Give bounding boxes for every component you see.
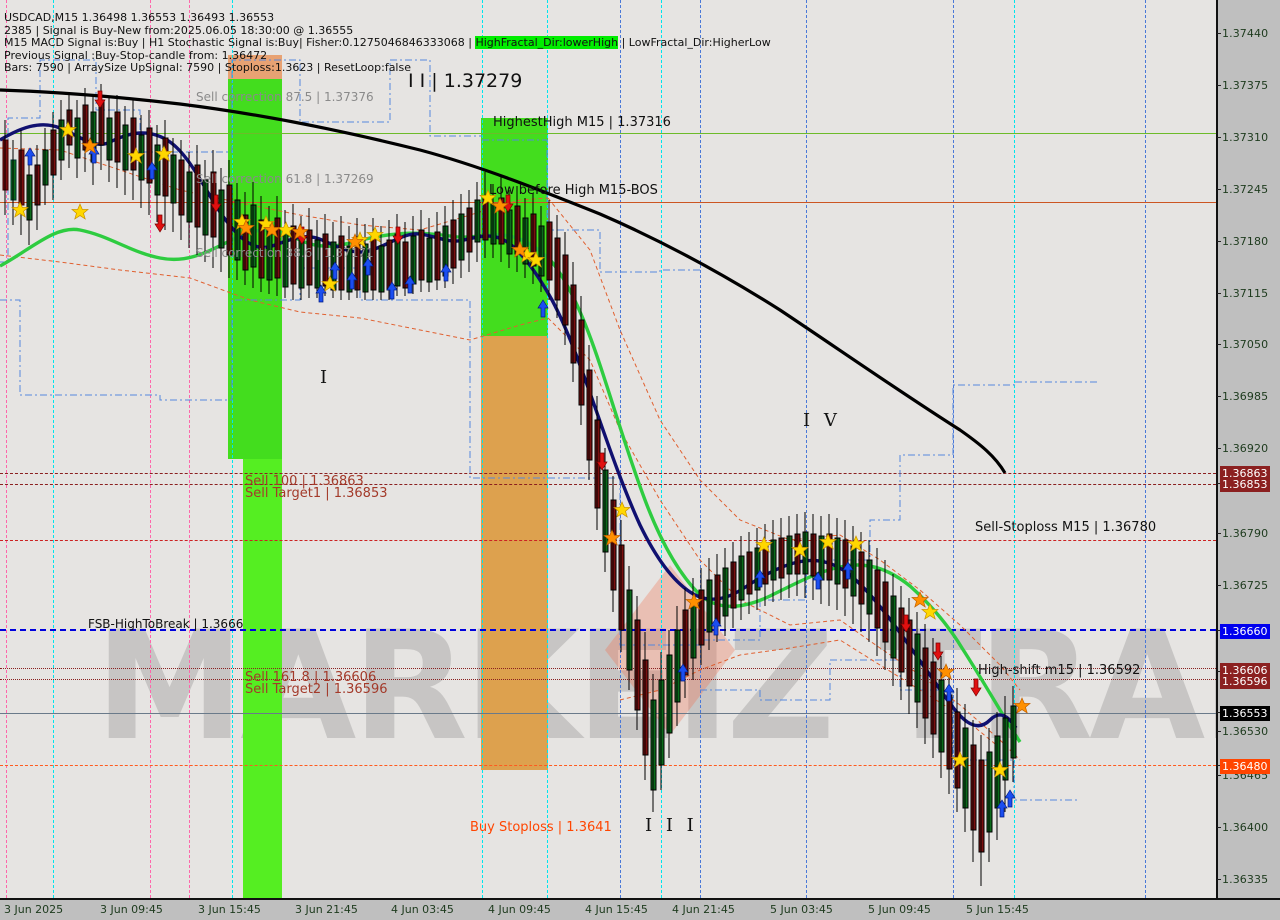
price-tick: 1.37050 bbox=[1216, 338, 1269, 351]
wave-marker-3: I I I bbox=[645, 815, 698, 836]
vline-13 bbox=[1014, 0, 1015, 898]
buy-stoploss-badge: 1.36480 bbox=[1220, 759, 1270, 774]
time-tick: 4 Jun 21:45 bbox=[672, 903, 735, 916]
highest-high-label: HighestHigh M15 | 1.37316 bbox=[493, 115, 671, 130]
price-axis[interactable]: 1.37440 1.37375 1.37310 1.37245 1.37180 1.371… bbox=[1216, 0, 1280, 898]
time-tick: 4 Jun 09:45 bbox=[488, 903, 551, 916]
sell-stoploss-label: Sell-Stoploss M15 | 1.36780 bbox=[975, 520, 1157, 535]
price-tick: 1.37440 bbox=[1216, 27, 1269, 40]
bid-line bbox=[0, 713, 1216, 714]
sell-1618-line bbox=[0, 668, 1216, 669]
buy-stoploss-label: Buy Stoploss | 1.3641 bbox=[470, 820, 612, 835]
previous-signal-line: Previous Signal :Buy-Stop-candle from: 1… bbox=[4, 48, 268, 62]
vline-14 bbox=[1145, 0, 1146, 898]
low-before-high-label: Low before High M15-BOS bbox=[489, 183, 658, 198]
second-wave-label: I I | 1.37279 bbox=[408, 70, 523, 92]
price-tick: 1.36985 bbox=[1216, 390, 1269, 403]
time-tick: 3 Jun 09:45 bbox=[100, 903, 163, 916]
price-tick: 1.36920 bbox=[1216, 442, 1269, 455]
high-shift-label: High-shift m15 | 1.36592 bbox=[978, 663, 1141, 678]
fsb-line bbox=[0, 629, 1216, 631]
vline-7 bbox=[547, 0, 548, 898]
sell161-badge: 1.36596 bbox=[1220, 674, 1270, 689]
vline-10 bbox=[700, 0, 701, 898]
ask-badge: 1.36853 bbox=[1220, 477, 1270, 492]
time-tick: 4 Jun 03:45 bbox=[391, 903, 454, 916]
price-tick: 1.37115 bbox=[1216, 287, 1269, 300]
time-tick: 5 Jun 03:45 bbox=[770, 903, 833, 916]
sell-1618-label: Sell 161.8 | 1.36606 bbox=[245, 670, 377, 685]
symbol-ohlc-line: USDCAD,M15 1.36498 1.36553 1.36493 1.365… bbox=[4, 11, 275, 24]
zone-green-2 bbox=[243, 459, 282, 898]
wave-marker-4: I V bbox=[803, 410, 841, 431]
buy-stoploss-line bbox=[0, 765, 1216, 766]
price-tick: 1.36400 bbox=[1216, 821, 1269, 834]
vline-11 bbox=[806, 0, 807, 898]
indicator-line-prefix: M15 MACD Signal is:Buy | H1 Stochastic S… bbox=[4, 36, 476, 49]
vline-4 bbox=[189, 0, 190, 898]
price-tick: 1.36530 bbox=[1216, 725, 1269, 738]
price-tick: 1.37310 bbox=[1216, 131, 1269, 144]
sell-target2-line bbox=[0, 679, 1216, 680]
bars-info-line: Bars: 7590 | ArraySize UpSignal: 7590 | … bbox=[4, 61, 411, 74]
wave-marker-1: I bbox=[320, 367, 332, 388]
fsb-badge: 1.36660 bbox=[1220, 624, 1270, 639]
time-axis[interactable]: 3 Jun 2025 3 Jun 09:45 3 Jun 15:45 3 Jun 21… bbox=[0, 898, 1280, 920]
time-tick: 3 Jun 21:45 bbox=[295, 903, 358, 916]
time-tick: 5 Jun 15:45 bbox=[966, 903, 1029, 916]
zone-orange-top bbox=[228, 55, 282, 79]
vline-6 bbox=[482, 0, 483, 898]
low-fractal-dir: | LowFractal_Dir:HigherLow bbox=[618, 36, 771, 49]
chart-info-header: USDCAD,M15 1.36498 1.36553 1.36493 1.365… bbox=[4, 11, 771, 75]
time-tick: 4 Jun 15:45 bbox=[585, 903, 648, 916]
fsb-high-to-break-label: FSB-HighToBreak | 1.3666 bbox=[88, 617, 244, 631]
price-tick: 1.36790 bbox=[1216, 527, 1269, 540]
price-tick: 1.36335 bbox=[1216, 873, 1269, 886]
vline-1 bbox=[6, 0, 7, 898]
time-tick: 3 Jun 2025 bbox=[4, 903, 64, 916]
high-fractal-dir: HighFractal_Dir:lowerHigh bbox=[475, 36, 619, 49]
bos-line bbox=[0, 202, 1216, 203]
price-tick: 1.37375 bbox=[1216, 79, 1269, 92]
sell-target1-label: Sell Target1 | 1.36853 bbox=[245, 486, 388, 501]
sell-correction-875: Sell correction 87.5 | 1.37376 bbox=[196, 90, 374, 104]
sell-target2-label: Sell Target2 | 1.36596 bbox=[245, 682, 388, 697]
price-tick: 1.36725 bbox=[1216, 579, 1269, 592]
vline-3 bbox=[150, 0, 151, 898]
vline-8 bbox=[620, 0, 621, 898]
vline-9 bbox=[661, 0, 662, 898]
signal-line: 2385 | Signal is Buy-New from:2025.06.05… bbox=[4, 23, 354, 37]
sell-correction-386: Sell correction 38.6 | 1.37171 bbox=[196, 246, 374, 260]
time-tick: 5 Jun 09:45 bbox=[868, 903, 931, 916]
price-tick: 1.37180 bbox=[1216, 235, 1269, 248]
vline-2 bbox=[53, 0, 54, 898]
signal-markers-layer bbox=[11, 90, 1031, 818]
time-tick: 3 Jun 15:45 bbox=[198, 903, 261, 916]
bid-badge: 1.36553 bbox=[1220, 706, 1270, 721]
highest-high-line bbox=[0, 133, 1216, 134]
indicator-line: M15 MACD Signal is:Buy | H1 Stochastic S… bbox=[4, 36, 771, 50]
vline-5 bbox=[232, 0, 233, 898]
zone-orange-2 bbox=[481, 336, 548, 770]
sell-100-label: Sell 100 | 1.36863 bbox=[245, 474, 364, 489]
chart-plot-area[interactable]: MARKEIZ TRADE bbox=[0, 0, 1216, 898]
price-tick: 1.37245 bbox=[1216, 183, 1269, 196]
sell-correction-618: Sell correction 61.8 | 1.37269 bbox=[196, 172, 374, 186]
